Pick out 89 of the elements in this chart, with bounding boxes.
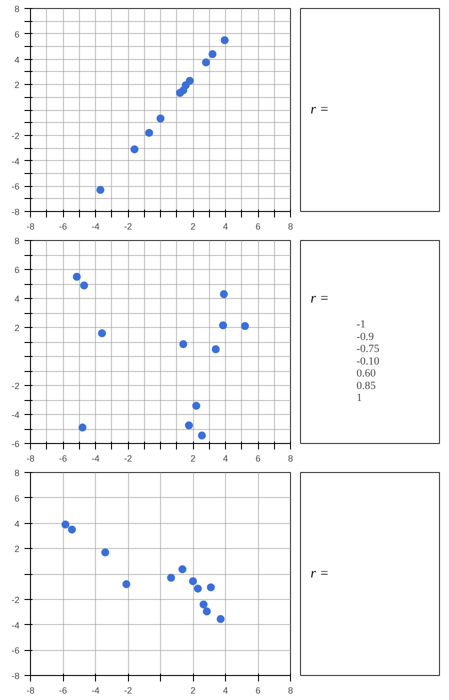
point [176,88,184,97]
point [101,548,110,556]
point [61,520,70,529]
point [208,50,216,58]
x-tick-label: 8 [288,686,294,696]
y-tick-label: 8 [14,468,20,478]
y-tick-label: -6 [12,182,20,192]
y-tick-label: 4 [14,294,20,304]
y-tick-label: 4 [14,518,20,529]
point [156,114,164,122]
point [212,345,220,354]
x-tick-label: -8 [26,454,35,464]
x-tick-label: -4 [92,454,100,464]
y-tick-label: 6 [14,265,20,275]
y-tick-label: -6 [12,439,20,449]
point [68,526,76,534]
x-tick-label: 6 [255,454,261,464]
x-tick-label: 4 [222,222,228,232]
y-tick-label: 6 [14,493,20,504]
point [122,580,130,588]
point [202,58,210,66]
point [194,584,202,593]
point [220,290,228,298]
x-tick-label: -8 [26,222,35,232]
x-tick-label: -6 [59,222,68,232]
text: -1 [356,318,366,331]
point [216,615,225,624]
text: 0.60 [356,368,376,380]
text: r = [310,566,329,582]
x-tick-label: -2 [124,686,132,696]
text: r = [310,102,329,118]
point [241,322,249,330]
y-tick-label: 8 [14,4,20,14]
text: r = [310,292,329,307]
point [198,432,206,440]
x-tick-label: 6 [255,222,261,232]
point [178,565,186,574]
text: 1 [356,392,362,404]
point [219,321,228,330]
point [145,128,154,137]
y-tick-label: -2 [12,130,20,141]
x-tick-label: 4 [222,686,228,696]
y-tick-label: -8 [12,207,20,217]
x-tick-label: 8 [288,454,294,464]
x-tick-label: -2 [124,222,132,232]
x-tick-label: 4 [222,454,228,464]
y-tick-label: 4 [14,54,20,65]
y-tick-label: -4 [12,156,20,166]
point [189,577,197,586]
y-tick-label: 6 [14,29,20,40]
x-tick-label: -6 [59,686,68,696]
x-tick-label: -4 [92,686,100,696]
y-tick-label: -8 [12,671,20,681]
x-tick-label: 2 [190,222,196,232]
point [202,607,211,616]
x-tick-label: -6 [59,454,68,464]
x-tick-label: 6 [255,686,261,696]
y-tick-label: 2 [14,544,20,554]
y-tick-label: -2 [12,594,20,605]
point [96,186,104,194]
text: -0.10 [356,355,380,368]
y-tick-label: 8 [14,236,20,246]
y-tick-label: -2 [12,381,20,391]
x-tick-label: -2 [124,454,132,464]
point [184,421,193,430]
y-tick-label: 2 [14,323,20,333]
y-tick-label: -4 [12,410,20,420]
text: -0.9 [356,330,374,343]
point [220,36,229,44]
x-tick-label: -8 [26,686,35,696]
x-tick-label: 8 [288,222,294,232]
point [192,402,200,410]
text: -0.75 [356,343,380,356]
y-tick-label: 2 [14,80,20,90]
point [78,424,86,432]
text: 0.85 [356,380,376,392]
point [200,600,208,608]
point [206,583,215,592]
point [80,281,88,290]
y-tick-label: -4 [12,620,20,630]
x-tick-label: 2 [190,686,196,696]
y-tick-label: -6 [12,646,20,656]
x-tick-label: 2 [190,454,196,464]
x-tick-label: -4 [92,222,100,232]
point [72,272,81,281]
point [167,574,176,582]
point [130,145,138,154]
point [179,340,188,348]
point [98,329,106,338]
